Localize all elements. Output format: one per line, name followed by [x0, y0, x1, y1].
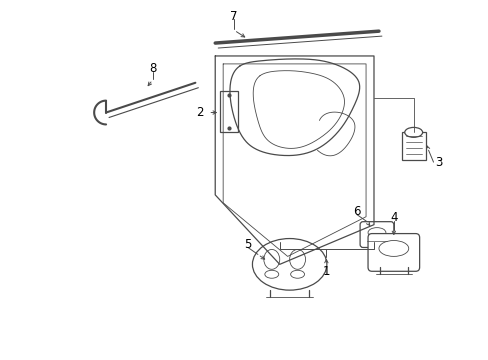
- Bar: [220, 91, 238, 132]
- FancyBboxPatch shape: [367, 234, 419, 271]
- Text: 2: 2: [196, 106, 203, 119]
- Text: 4: 4: [389, 211, 397, 224]
- Ellipse shape: [404, 127, 422, 137]
- Text: 3: 3: [434, 156, 441, 168]
- Text: 5: 5: [244, 238, 251, 251]
- Bar: [401, 132, 425, 160]
- Text: 6: 6: [353, 205, 360, 218]
- Ellipse shape: [252, 239, 326, 290]
- Text: 7: 7: [230, 10, 237, 23]
- Text: 1: 1: [322, 265, 329, 278]
- Text: 8: 8: [149, 62, 156, 75]
- FancyBboxPatch shape: [359, 222, 393, 247]
